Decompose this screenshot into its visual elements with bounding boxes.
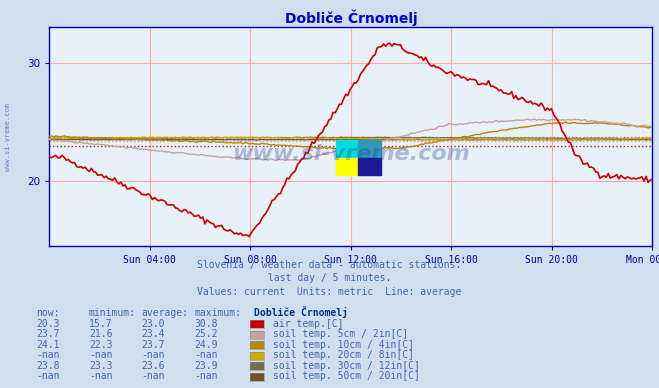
Text: 20.3: 20.3 xyxy=(36,319,60,329)
Text: 23.0: 23.0 xyxy=(142,319,165,329)
Text: minimum:: minimum: xyxy=(89,308,136,318)
Text: -nan: -nan xyxy=(194,350,218,360)
Text: www.si-vreme.com: www.si-vreme.com xyxy=(5,103,11,171)
Text: Values: current  Units: metric  Line: average: Values: current Units: metric Line: aver… xyxy=(197,287,462,297)
Text: 24.1: 24.1 xyxy=(36,340,60,350)
Title: Dobliče Črnomelj: Dobliče Črnomelj xyxy=(285,9,417,26)
Text: Slovenia / weather data - automatic stations.: Slovenia / weather data - automatic stat… xyxy=(197,260,462,270)
Text: 23.7: 23.7 xyxy=(142,340,165,350)
Text: 23.3: 23.3 xyxy=(89,360,113,371)
Text: last day / 5 minutes.: last day / 5 minutes. xyxy=(268,273,391,283)
Text: 23.9: 23.9 xyxy=(194,360,218,371)
Text: -nan: -nan xyxy=(142,371,165,381)
Bar xyxy=(358,140,381,158)
Text: 30.8: 30.8 xyxy=(194,319,218,329)
Text: average:: average: xyxy=(142,308,188,318)
Text: 15.7: 15.7 xyxy=(89,319,113,329)
Text: soil temp. 30cm / 12in[C]: soil temp. 30cm / 12in[C] xyxy=(273,360,420,371)
Text: -nan: -nan xyxy=(36,371,60,381)
Text: air temp.[C]: air temp.[C] xyxy=(273,319,344,329)
Bar xyxy=(336,158,358,175)
Text: -nan: -nan xyxy=(142,350,165,360)
Text: soil temp. 50cm / 20in[C]: soil temp. 50cm / 20in[C] xyxy=(273,371,420,381)
Text: soil temp. 20cm / 8in[C]: soil temp. 20cm / 8in[C] xyxy=(273,350,415,360)
Text: 22.3: 22.3 xyxy=(89,340,113,350)
Text: -nan: -nan xyxy=(194,371,218,381)
Text: maximum:: maximum: xyxy=(194,308,241,318)
Text: 25.2: 25.2 xyxy=(194,329,218,339)
Text: 24.9: 24.9 xyxy=(194,340,218,350)
Text: -nan: -nan xyxy=(89,371,113,381)
Text: soil temp. 10cm / 4in[C]: soil temp. 10cm / 4in[C] xyxy=(273,340,415,350)
Text: 21.6: 21.6 xyxy=(89,329,113,339)
Text: 23.8: 23.8 xyxy=(36,360,60,371)
Text: soil temp. 5cm / 2in[C]: soil temp. 5cm / 2in[C] xyxy=(273,329,409,339)
Text: 23.7: 23.7 xyxy=(36,329,60,339)
Text: 23.4: 23.4 xyxy=(142,329,165,339)
Text: 23.6: 23.6 xyxy=(142,360,165,371)
Text: www.si-vreme.com: www.si-vreme.com xyxy=(232,144,470,164)
Text: now:: now: xyxy=(36,308,60,318)
Bar xyxy=(358,158,381,175)
Bar xyxy=(336,140,358,158)
Text: -nan: -nan xyxy=(89,350,113,360)
Text: Dobliče Črnomelj: Dobliče Črnomelj xyxy=(254,306,348,318)
Text: -nan: -nan xyxy=(36,350,60,360)
